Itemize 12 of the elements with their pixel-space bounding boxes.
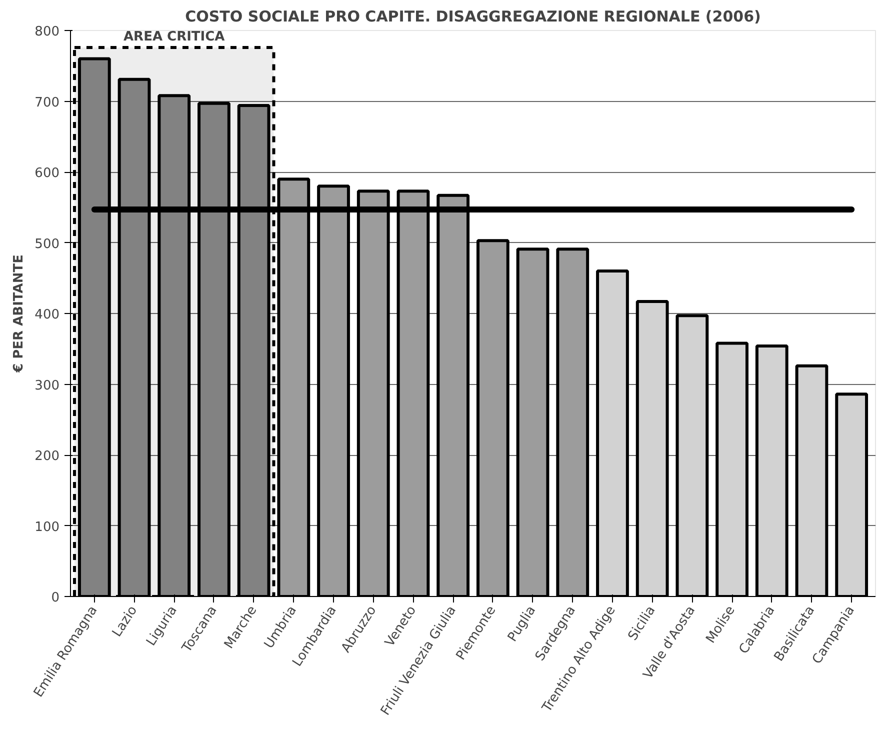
y-tick-label: 600 bbox=[34, 166, 60, 181]
y-tick-label: 400 bbox=[34, 308, 60, 322]
band-label: AREA CRITICA bbox=[124, 29, 225, 44]
y-tick-label: 300 bbox=[34, 378, 60, 394]
y-tick-label: 100 bbox=[34, 520, 60, 535]
y-tick-label: 700 bbox=[34, 95, 60, 110]
y-tick-label: 0 bbox=[51, 590, 60, 606]
y-tick-label: 800 bbox=[34, 24, 60, 40]
y-tick-label: 500 bbox=[34, 236, 60, 252]
chart-title: COSTO SOCIALE PRO CAPITE. DISAGGREGAZIONE REGIONALE (2006) bbox=[185, 8, 761, 26]
y-tick-label: 200 bbox=[34, 449, 60, 464]
y-axis-title: € PER ABITANTE bbox=[12, 254, 27, 374]
